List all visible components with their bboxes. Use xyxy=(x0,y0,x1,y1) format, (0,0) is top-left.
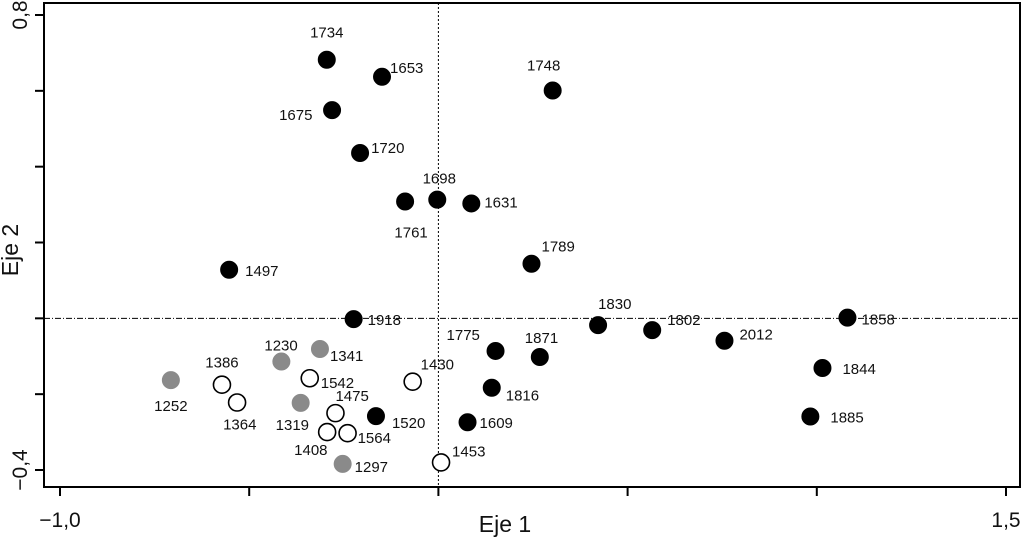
data-label-1858: 1858 xyxy=(861,312,894,329)
x-axis-label: Eje 1 xyxy=(479,511,531,537)
data-label-1675: 1675 xyxy=(279,107,312,124)
data-label-1802: 1802 xyxy=(667,312,700,329)
data-label-1564: 1564 xyxy=(358,430,391,447)
data-label-1761: 1761 xyxy=(394,225,427,242)
data-point-1408 xyxy=(317,422,337,442)
data-point-1453 xyxy=(431,453,451,472)
data-point-1497 xyxy=(220,260,239,279)
data-label-1816: 1816 xyxy=(506,388,539,405)
data-label-1475: 1475 xyxy=(335,388,368,405)
data-point-1844 xyxy=(813,359,832,378)
data-label-1297: 1297 xyxy=(355,459,388,476)
y-tick-label: −0,4 xyxy=(9,449,32,491)
data-point-1653 xyxy=(373,67,392,86)
data-point-1631 xyxy=(462,194,481,213)
data-label-1871: 1871 xyxy=(525,330,558,347)
plot-frame xyxy=(43,2,1021,488)
data-label-1720: 1720 xyxy=(371,140,404,157)
data-label-1734: 1734 xyxy=(310,25,343,42)
data-point-1386 xyxy=(212,375,232,394)
data-point-1802 xyxy=(643,321,662,340)
data-label-1319: 1319 xyxy=(276,417,309,434)
data-points xyxy=(161,50,857,473)
data-point-1609 xyxy=(458,413,477,432)
data-point-1319 xyxy=(291,393,310,412)
data-point-1858 xyxy=(838,308,857,327)
data-label-1497: 1497 xyxy=(245,263,278,280)
data-label-1748: 1748 xyxy=(527,57,560,74)
data-label-1844: 1844 xyxy=(842,361,875,378)
data-point-1430 xyxy=(403,372,422,391)
data-label-1520: 1520 xyxy=(392,415,425,432)
data-point-1761 xyxy=(396,192,415,211)
data-point-1918 xyxy=(344,310,363,329)
data-point-1775 xyxy=(486,341,505,360)
data-label-1252: 1252 xyxy=(154,398,187,415)
data-label-1631: 1631 xyxy=(484,194,517,211)
data-point-1816 xyxy=(482,378,501,397)
data-point-labels: 1734 1653 1748 1675 1720 1698 1761 1631 1789 1497… xyxy=(154,25,895,476)
y-axis-label: Eje 2 xyxy=(0,224,23,276)
data-point-1520 xyxy=(366,407,385,426)
data-label-1386: 1386 xyxy=(205,355,238,372)
data-label-1789: 1789 xyxy=(541,239,574,256)
data-label-1609: 1609 xyxy=(480,415,513,432)
data-point-1748 xyxy=(543,81,562,100)
data-label-2012: 2012 xyxy=(739,327,772,344)
data-point-1230 xyxy=(272,352,291,371)
y-tick-label: 0,8 xyxy=(9,0,32,29)
data-label-1364: 1364 xyxy=(223,417,256,434)
data-label-1408: 1408 xyxy=(294,442,327,459)
data-point-1364 xyxy=(227,393,247,412)
y-axis-ticks: −0,4 0,8 xyxy=(9,0,44,491)
data-label-1653: 1653 xyxy=(390,60,423,77)
data-point-2012 xyxy=(715,331,734,350)
data-label-1453: 1453 xyxy=(452,443,485,460)
data-label-1341: 1341 xyxy=(330,348,363,365)
data-point-1475 xyxy=(326,403,345,423)
data-label-1542: 1542 xyxy=(321,375,354,392)
reference-lines xyxy=(44,3,1020,487)
x-axis-ticks: −1,0 1,5 xyxy=(39,487,1021,532)
data-point-1789 xyxy=(522,254,541,273)
data-point-1871 xyxy=(530,348,549,367)
data-point-1720 xyxy=(351,144,370,163)
x-tick-label: 1,5 xyxy=(991,509,1020,532)
data-point-1734 xyxy=(317,50,336,69)
data-point-1885 xyxy=(801,407,820,426)
data-label-1918: 1918 xyxy=(368,312,401,329)
data-point-1564 xyxy=(338,423,357,443)
data-point-1830 xyxy=(589,316,608,335)
data-point-1675 xyxy=(323,101,342,120)
data-point-1297 xyxy=(333,454,352,473)
data-label-1430: 1430 xyxy=(421,357,454,374)
data-label-1885: 1885 xyxy=(830,410,863,427)
data-point-1698 xyxy=(428,190,447,209)
data-label-1830: 1830 xyxy=(598,296,631,313)
data-label-1230: 1230 xyxy=(264,338,297,355)
data-point-1341 xyxy=(310,340,329,359)
data-label-1775: 1775 xyxy=(447,327,480,344)
data-point-1542 xyxy=(300,368,320,388)
data-point-1252 xyxy=(161,371,180,390)
data-label-1698: 1698 xyxy=(423,171,456,188)
x-tick-label: −1,0 xyxy=(39,509,80,532)
